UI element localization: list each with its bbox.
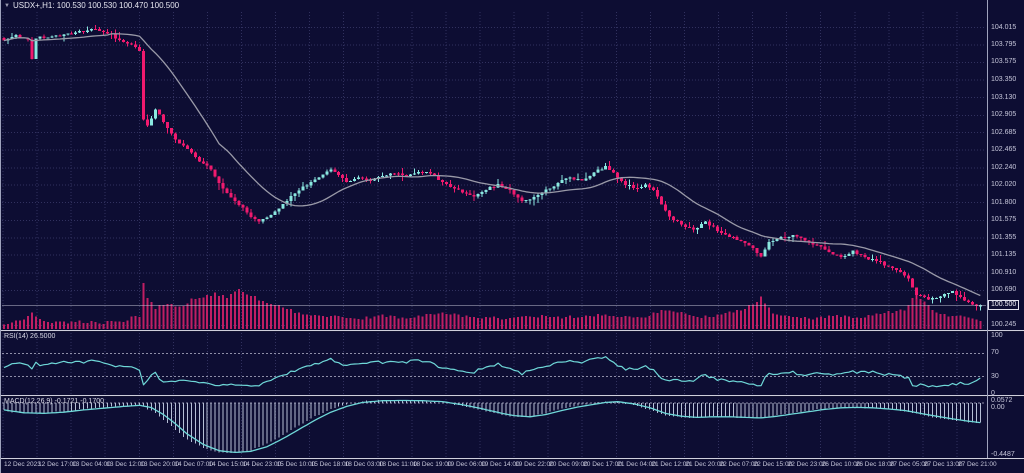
- macd-tick: 0.0572: [991, 396, 1013, 404]
- panel-separator[interactable]: [1, 458, 1024, 459]
- time-tick: 19 Dec 22:00: [515, 461, 554, 468]
- time-tick: 20 Dec 09:00: [549, 461, 588, 468]
- macd-tick: -0.4487: [991, 450, 1015, 458]
- time-tick: 21 Dec 04:00: [617, 461, 656, 468]
- time-tick: 26 Dec 10:00: [821, 461, 861, 468]
- time-tick: 22 Dec 23:00: [787, 461, 827, 468]
- volume-layer: [3, 283, 982, 329]
- price-tick: 100.690: [991, 286, 1017, 294]
- time-tick: 12 Dec 17:00: [38, 461, 77, 468]
- time-tick: 13 Dec 04:00: [72, 461, 111, 468]
- price-tick: 101.575: [991, 216, 1017, 224]
- chart-title: ▼ USDX+,H1: 100.530 100.530 100.470 100.5…: [4, 1, 179, 10]
- rsi-tick: 100: [991, 332, 1003, 339]
- time-tick: 14 Dec 07:00: [174, 461, 214, 468]
- price-tick: 102.465: [991, 146, 1017, 154]
- rsi-tick: 0: [991, 390, 995, 397]
- time-tick: 21 Dec 20:00: [685, 461, 725, 468]
- price-tick: 104.015: [991, 23, 1017, 31]
- panel-separator[interactable]: [1, 395, 1024, 396]
- candles-layer: [2, 25, 982, 311]
- grid-layer: [2, 12, 986, 458]
- time-tick: 13 Dec 20:00: [140, 461, 179, 468]
- time-tick: 18 Dec 19:00: [412, 461, 452, 468]
- price-tick: 101.135: [991, 251, 1017, 259]
- time-axis[interactable]: 12 Dec 2023 12 Dec 17:00 13 Dec 04:00 13 De…: [1, 459, 1024, 473]
- time-tick: 22 Dec 07:00: [719, 461, 759, 468]
- current-price-tag: 100.500: [988, 300, 1020, 311]
- price-tick: 102.020: [991, 181, 1017, 189]
- ma-line-layer: [3, 33, 981, 297]
- price-tick: 100.245: [991, 321, 1017, 329]
- time-tick: 26 Dec 18:00: [855, 461, 895, 468]
- time-tick: 19 Dec 14:00: [480, 461, 520, 468]
- price-tick: 101.355: [991, 233, 1017, 241]
- macd-tick: 0.00: [991, 403, 1005, 411]
- collapse-arrow-icon[interactable]: ▼: [4, 3, 10, 9]
- time-tick: 19 Dec 06:00: [446, 461, 486, 468]
- price-tick: 103.350: [991, 76, 1017, 84]
- time-tick: 22 Dec 15:00: [753, 461, 793, 468]
- time-tick: 27 Dec 13:00: [923, 461, 963, 468]
- price-axis[interactable]: 104.015 103.795 103.575 103.350 103.130 102.9…: [988, 0, 1024, 458]
- time-tick: 14 Dec 15:00: [208, 461, 248, 468]
- rsi-tick: 70: [991, 349, 999, 357]
- price-tick: 102.240: [991, 163, 1017, 171]
- price-axis-border: [987, 0, 988, 458]
- panel-separator[interactable]: [1, 330, 1024, 331]
- price-tick: 103.575: [991, 58, 1017, 66]
- macd-layer: [2, 399, 986, 454]
- time-tick: 15 Dec 18:00: [310, 461, 350, 468]
- time-tick: 18 Dec 03:00: [344, 461, 384, 468]
- price-tick: 101.800: [991, 198, 1017, 206]
- price-tick: 102.685: [991, 128, 1017, 136]
- time-tick: 18 Dec 11:00: [378, 461, 417, 468]
- time-tick: 27 Dec 21:00: [957, 461, 997, 468]
- price-tick: 100.910: [991, 268, 1017, 276]
- time-tick: 27 Dec 05:00: [889, 461, 929, 468]
- time-tick: 15 Dec 10:00: [276, 461, 316, 468]
- price-tick: 102.905: [991, 111, 1017, 119]
- time-tick: 20 Dec 17:00: [583, 461, 622, 468]
- time-tick: 13 Dec 12:00: [106, 461, 145, 468]
- price-tick: 103.130: [991, 93, 1017, 101]
- rsi-tick: 30: [991, 372, 999, 380]
- rsi-layer: [2, 352, 986, 388]
- price-tick: 103.795: [991, 40, 1017, 48]
- time-tick: 12 Dec 2023: [4, 461, 41, 468]
- symbol-ohlc-label: USDX+,H1: 100.530 100.530 100.470 100.50…: [12, 1, 180, 10]
- time-tick: 21 Dec 12:00: [651, 461, 690, 468]
- macd-indicator-label: MACD(12,26,9) -0.1721 -0.1700: [4, 398, 104, 405]
- time-tick: 14 Dec 23:00: [242, 461, 282, 468]
- rsi-indicator-label: RSI(14) 26.5000: [4, 333, 56, 340]
